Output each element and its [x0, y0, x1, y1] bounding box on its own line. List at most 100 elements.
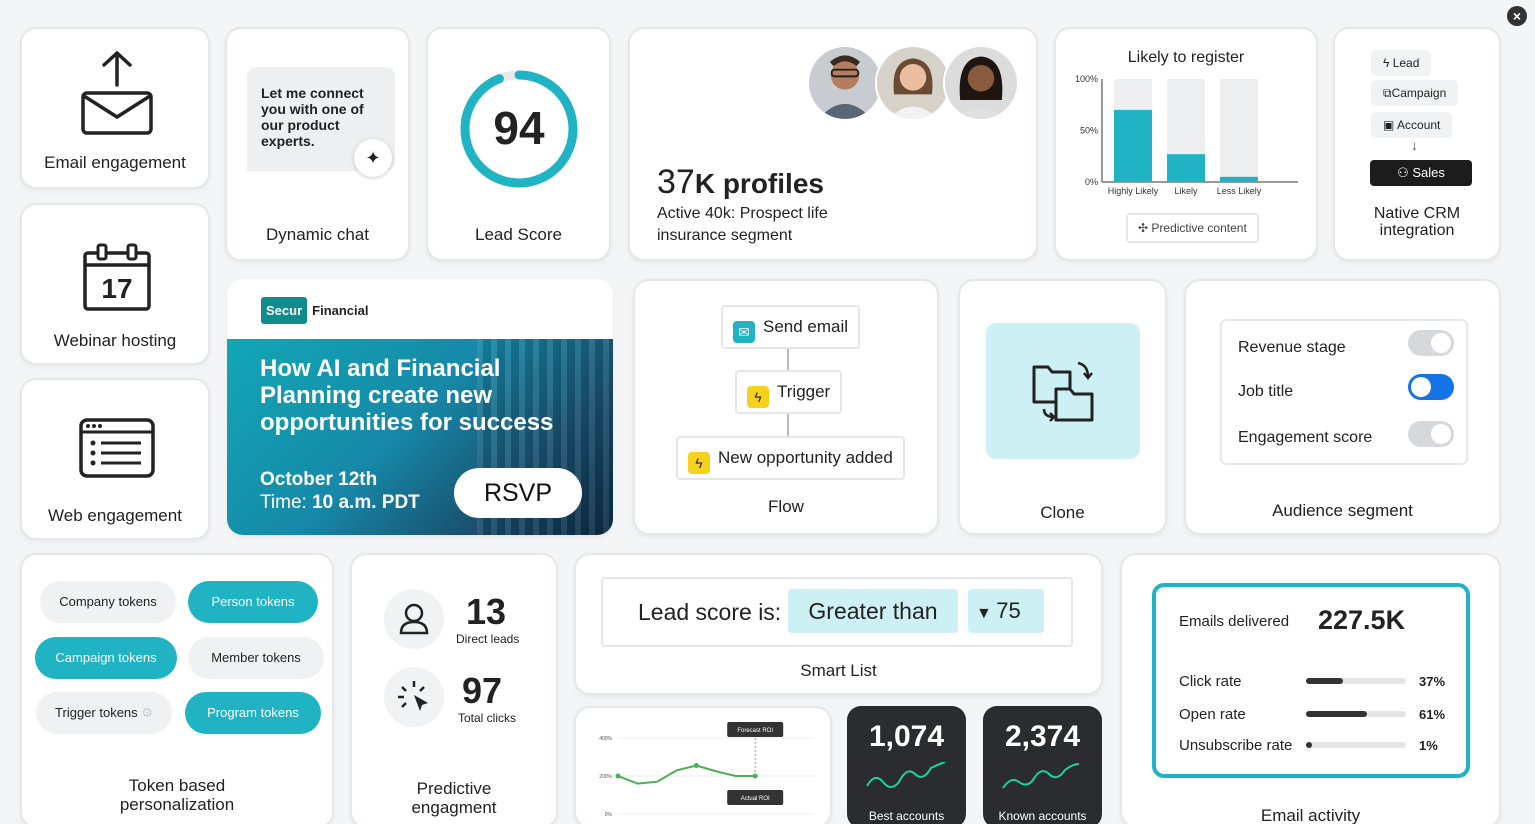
- program-tokens-pill[interactable]: Program tokens: [185, 692, 321, 734]
- time-value: 10 a.m. PDT: [312, 492, 420, 513]
- avatar: [807, 45, 883, 121]
- rate-bar: [1306, 742, 1406, 748]
- rsvp-button[interactable]: RSVP: [454, 468, 582, 518]
- revenue-stage-toggle[interactable]: [1408, 330, 1454, 356]
- chart-title: Likely to register: [1127, 49, 1245, 66]
- known-accounts-card[interactable]: 2,374 Known accounts: [983, 706, 1102, 824]
- tokens-card[interactable]: Company tokens Person tokens Campaign to…: [20, 553, 334, 824]
- trigger-tokens-label: Trigger tokens: [55, 705, 138, 720]
- segment-label-revenue: Revenue stage: [1238, 339, 1346, 356]
- gear-icon: ⚙: [141, 705, 153, 720]
- calendar-icon: [83, 243, 151, 311]
- webinar-hosting-card[interactable]: 17 Webinar hosting: [20, 203, 210, 365]
- smart-list-label: Smart List: [800, 661, 877, 680]
- person-tokens-pill[interactable]: Person tokens: [188, 581, 318, 623]
- audience-segment-card[interactable]: Revenue stage Job title Engagement score…: [1184, 279, 1501, 535]
- segment-label-job: Job title: [1238, 383, 1294, 400]
- predictive-engagement-card[interactable]: 13 Direct leads 97 Total clicks Predicti…: [350, 553, 558, 824]
- time-prefix: Time:: [260, 492, 313, 513]
- bolt-icon: ϟ: [688, 452, 710, 474]
- forecast-tag-label: Forecast ROI: [737, 728, 773, 734]
- company-tokens-pill[interactable]: Company tokens: [40, 581, 176, 623]
- user-icon: ⚇: [1397, 165, 1413, 180]
- caret-down-icon: ▼: [976, 605, 997, 622]
- profiles-number: 37: [657, 163, 695, 201]
- y-tick-label: 0%: [605, 812, 613, 818]
- crm-label-2: integration: [1379, 222, 1455, 239]
- sparkline-icon: [866, 762, 946, 788]
- calendar-day: 17: [101, 273, 133, 304]
- trigger-tokens-pill[interactable]: Trigger tokens ⚙: [36, 692, 172, 734]
- flow-node-new-opportunity[interactable]: ϟ New opportunity added: [676, 436, 905, 480]
- profiles-count: 37K profiles: [657, 163, 824, 202]
- crm-item-sales[interactable]: ⚇ Sales: [1370, 160, 1472, 186]
- email-engagement-card[interactable]: Email engagement: [20, 27, 210, 189]
- brand-part-2: Financial: [312, 303, 369, 318]
- roi-chart-card[interactable]: 400% 200% 0% Forecast ROI Actual ROI: [574, 706, 832, 824]
- rate-value: 1%: [1419, 738, 1438, 753]
- audience-segment-label: Audience segment: [1272, 501, 1413, 520]
- likely-register-chart: 100% 50% 0% Highly Likely Likely Less Likely: [1075, 74, 1298, 196]
- campaign-tokens-pill[interactable]: Campaign tokens: [35, 637, 177, 679]
- rate-label: Open rate: [1179, 706, 1246, 723]
- crm-active-label: Sales: [1412, 165, 1445, 180]
- predictive-content-button[interactable]: ✣ Predictive content: [1126, 213, 1259, 243]
- flow-node-send-email[interactable]: ✉ Send email: [721, 305, 861, 349]
- rate-bar: [1306, 678, 1406, 684]
- best-accounts-label: Best accounts: [868, 809, 945, 823]
- operator-select[interactable]: Greater than: [788, 589, 958, 633]
- email-activity-card[interactable]: Emails delivered 227.5K Email activity C…: [1120, 553, 1501, 824]
- dynamic-chat-card[interactable]: Let me connect you with one of our produ…: [225, 27, 410, 261]
- known-accounts-value: 2,374: [1004, 720, 1081, 753]
- crm-item-lead[interactable]: ϟ Lead: [1371, 50, 1432, 76]
- predictive-label-1: Predictive: [416, 779, 492, 798]
- email-engagement-label: Email engagement: [44, 153, 186, 172]
- crm-item-account[interactable]: ▣ Account: [1371, 112, 1453, 138]
- lead-score-value: 94: [493, 102, 545, 154]
- smart-list-card[interactable]: Lead score is: Greater than ▼ 75 Smart L…: [574, 553, 1103, 695]
- best-accounts-card[interactable]: 1,074 Best accounts: [847, 706, 966, 824]
- bar-background: [1220, 79, 1258, 182]
- clone-card[interactable]: Clone: [958, 279, 1167, 535]
- campaign-icon: ⧉: [1383, 86, 1392, 100]
- job-title-toggle[interactable]: [1408, 374, 1454, 400]
- segment-label-engagement: Engagement score: [1238, 429, 1373, 446]
- sparkline-icon: [1002, 763, 1080, 789]
- y-tick-label: 400%: [599, 736, 612, 742]
- clone-label: Clone: [1040, 503, 1085, 522]
- webinar-date: October 12th: [260, 469, 378, 490]
- flow-card[interactable]: ✉ Send email ϟ Trigger ϟ New opportunity ad…: [633, 279, 939, 535]
- email-activity-panel: [1152, 583, 1470, 778]
- score-value: 75: [996, 598, 1021, 623]
- direct-leads-label: Direct leads: [456, 632, 520, 646]
- profiles-desc-1: Active 40k: Prospect life: [657, 205, 828, 222]
- clone-tile[interactable]: [986, 323, 1140, 459]
- profiles-card[interactable]: 37K profiles Active 40k: Prospect life i…: [628, 27, 1038, 261]
- bolt-icon: ϟ: [747, 386, 769, 408]
- crm-card[interactable]: ϟ Lead ⧉Campaign ▣ Account ↓ ⚇ Sales Nat…: [1333, 27, 1501, 261]
- web-engagement-card[interactable]: Web engagement: [20, 378, 210, 540]
- user-icon: [384, 589, 444, 649]
- y-tick-label: 0%: [1085, 177, 1098, 187]
- bar: [1114, 109, 1152, 182]
- score-value-input[interactable]: ▼ 75: [968, 589, 1044, 633]
- arrow-down-icon: ↓: [1411, 137, 1418, 153]
- lead-score-card[interactable]: 94 Lead Score: [426, 27, 611, 261]
- engagement-score-toggle[interactable]: [1408, 421, 1454, 447]
- emails-delivered-value: 227.5K: [1318, 605, 1406, 635]
- actual-tag: [727, 790, 784, 805]
- web-engagement-label: Web engagement: [48, 506, 182, 525]
- data-point: [615, 773, 621, 779]
- email-activity-label: Email activity: [1260, 806, 1361, 824]
- webinar-ad-card[interactable]: Secur Financial How AI and Financial Plan…: [227, 279, 613, 535]
- close-icon[interactable]: ×: [1507, 6, 1527, 26]
- flow-node-trigger[interactable]: ϟ Trigger: [735, 370, 843, 414]
- member-tokens-pill[interactable]: Member tokens: [188, 637, 324, 679]
- x-tick-label: Likely: [1174, 186, 1198, 196]
- mail-icon: ✉: [733, 321, 755, 343]
- likely-register-card[interactable]: Likely to register 100% 50% 0% Highly Likel…: [1054, 27, 1318, 261]
- flow-node-label: New opportunity added: [718, 448, 893, 467]
- rate-bar-fill: [1306, 711, 1367, 717]
- crm-item-campaign[interactable]: ⧉Campaign: [1371, 80, 1459, 106]
- actual-tag-label: Actual ROI: [741, 796, 770, 802]
